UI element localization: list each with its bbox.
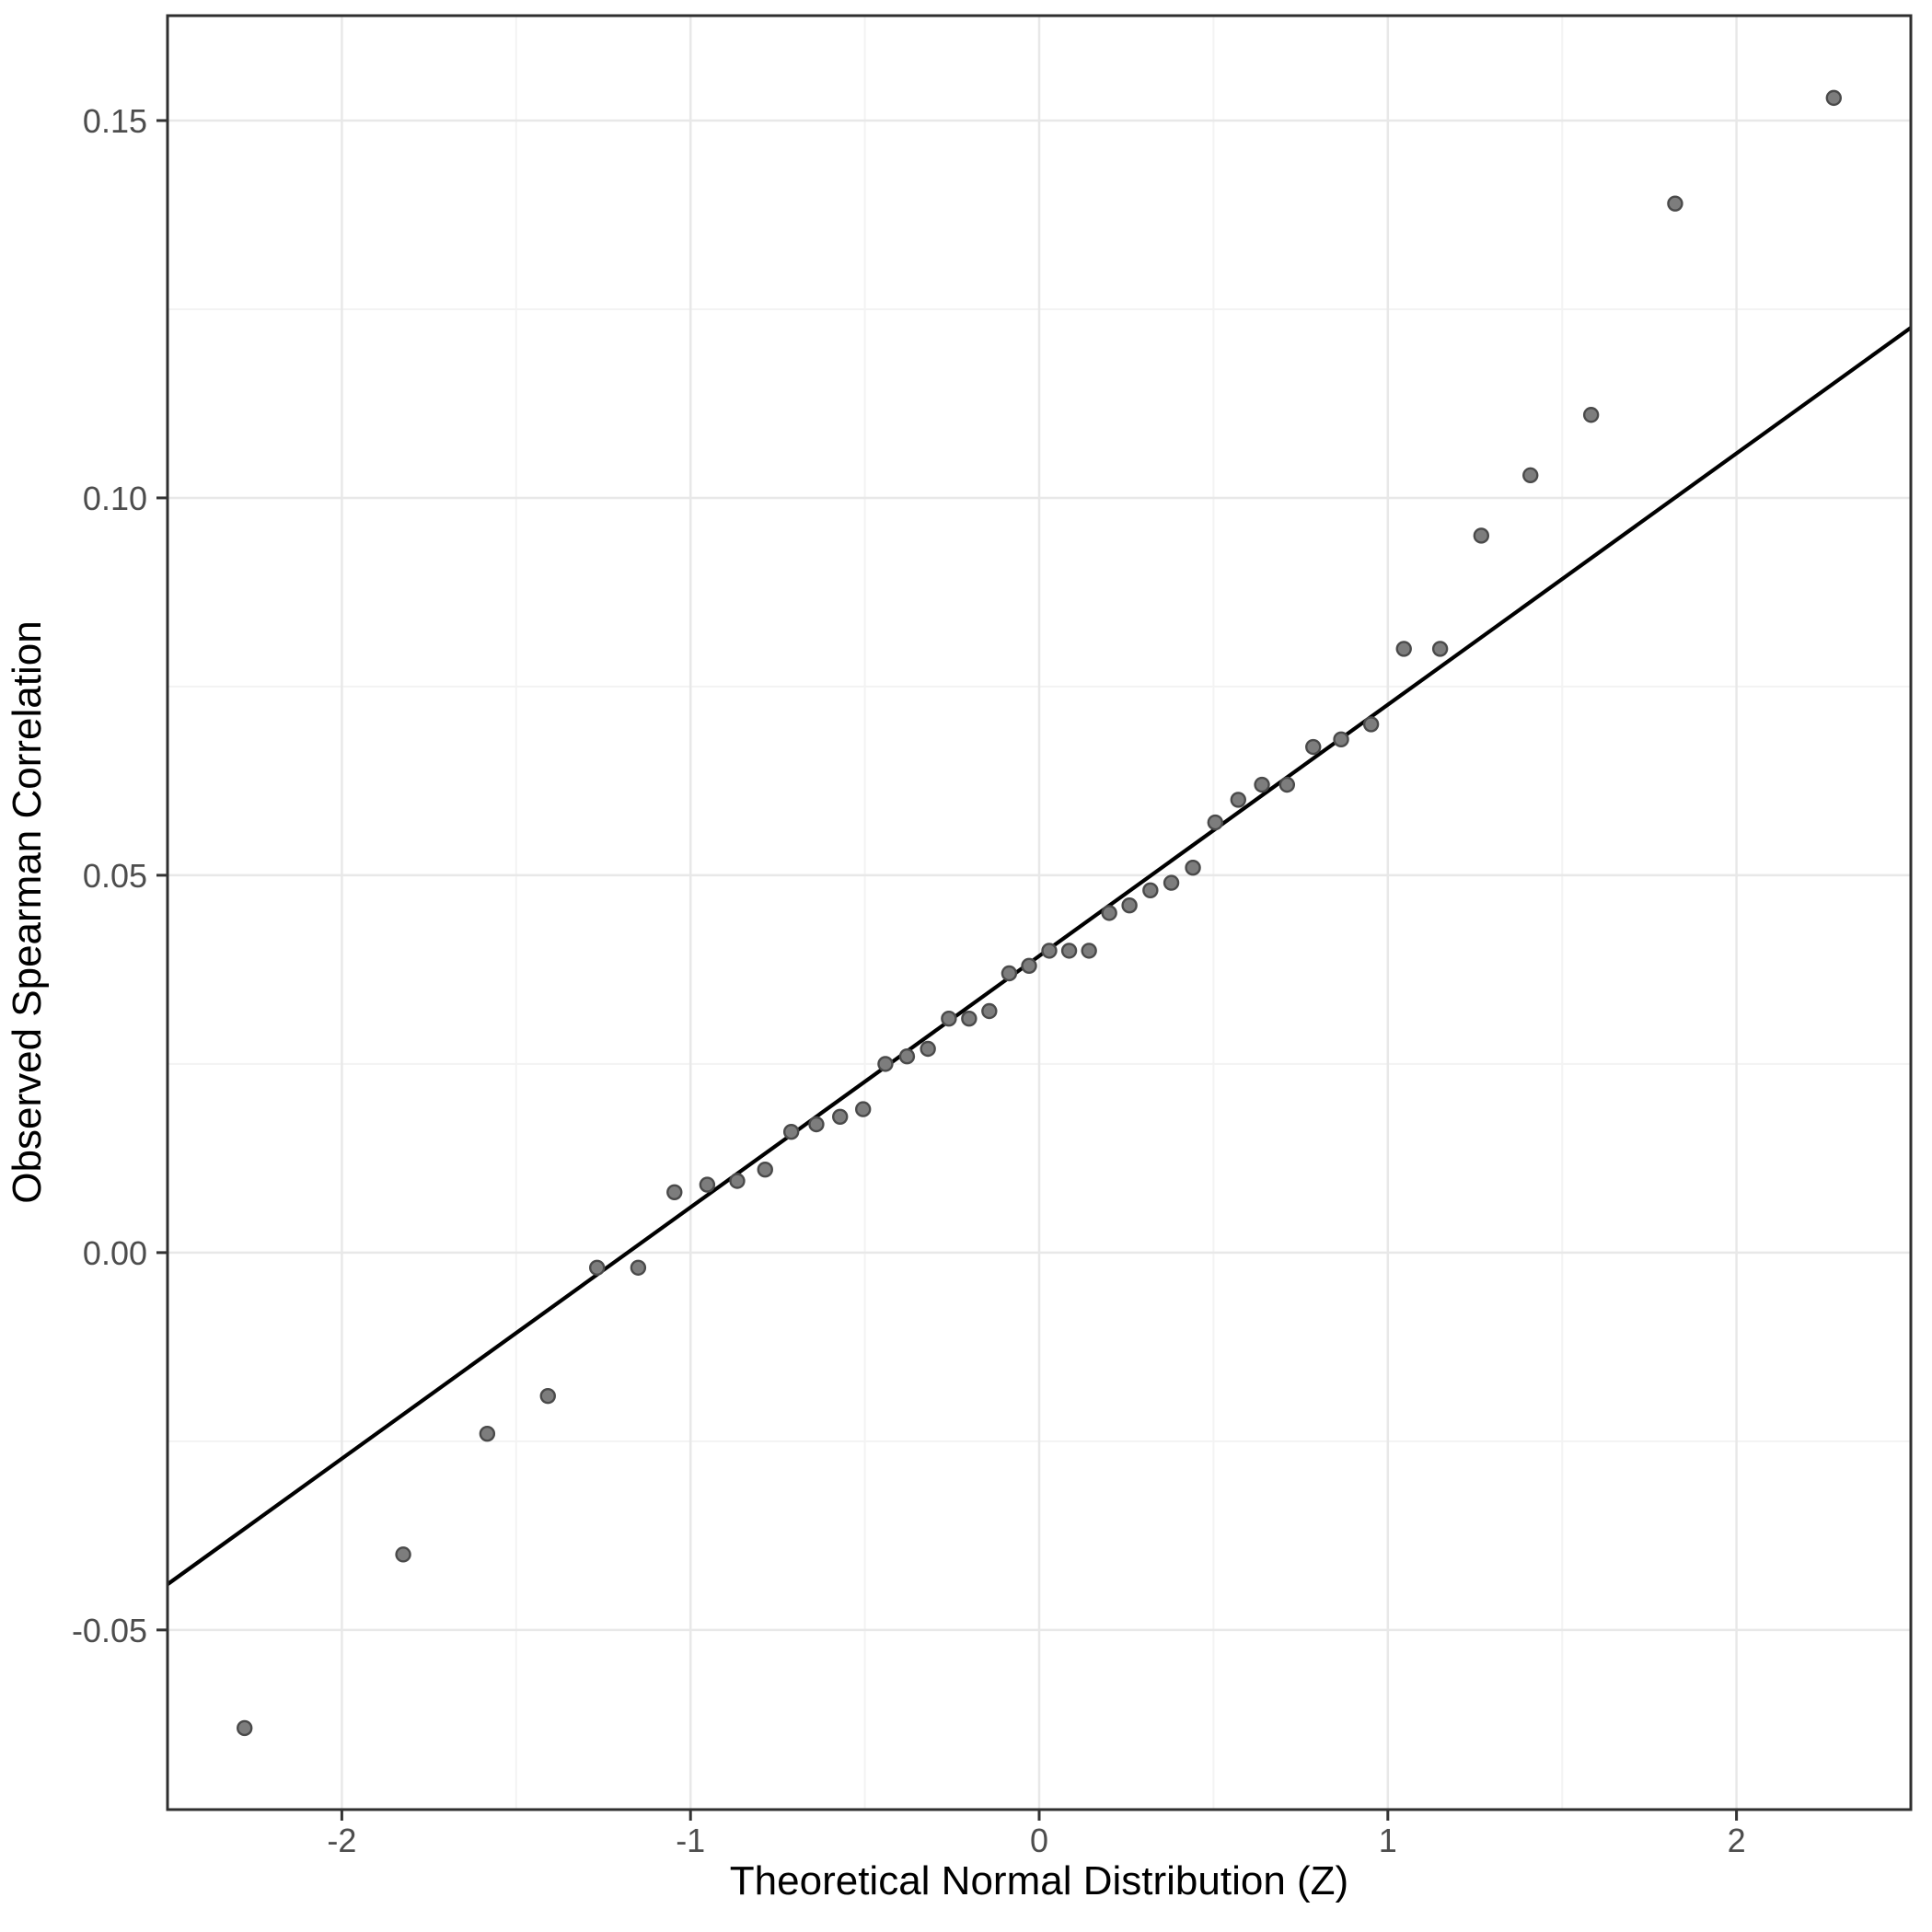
data-point: [1001, 965, 1018, 982]
data-point: [479, 1425, 496, 1442]
data-point: [1431, 641, 1449, 657]
data-point: [1121, 897, 1138, 914]
data-point: [877, 1056, 894, 1072]
qq-reference-line: [166, 326, 1913, 1586]
data-point: [1101, 905, 1117, 921]
data-point: [539, 1387, 556, 1405]
data-point: [1333, 731, 1349, 748]
data-point: [1278, 776, 1296, 793]
data-point: [1667, 195, 1683, 212]
data-point: [1582, 407, 1600, 423]
major-gridlines: [168, 16, 1911, 1810]
data-point: [1825, 89, 1842, 107]
data-point: [630, 1259, 647, 1276]
y-tick-label: -0.05: [72, 1612, 147, 1649]
data-point: [808, 1116, 825, 1133]
data-point: [237, 1719, 253, 1737]
data-point: [757, 1161, 773, 1178]
data-point: [920, 1040, 936, 1058]
data-point: [666, 1184, 683, 1200]
data-point: [855, 1101, 872, 1117]
data-point: [782, 1123, 800, 1140]
data-point: [1207, 814, 1223, 831]
axis-tick-labels: -2 -1 0 1 2 0.15 0.10 0.05 0.00 -0.05: [72, 102, 1746, 1859]
data-point: [1041, 943, 1058, 959]
y-tick-label: 0.00: [83, 1234, 147, 1272]
data-point: [699, 1176, 716, 1193]
data-point: [588, 1259, 606, 1276]
x-tick-label: 0: [1030, 1822, 1048, 1859]
data-point: [1142, 882, 1159, 899]
data-point: [832, 1108, 849, 1125]
reference-line-group: [166, 326, 1913, 1586]
y-axis-title: Observed Spearman Correlation: [5, 620, 50, 1203]
y-tick-label: 0.05: [83, 857, 147, 895]
axis-ticks: [156, 119, 1739, 1821]
data-point: [1522, 467, 1539, 484]
data-point: [729, 1173, 746, 1189]
data-point: [1362, 716, 1380, 733]
data-point: [1254, 776, 1270, 793]
x-axis-title: Theoretical Normal Distribution (Z): [730, 1858, 1348, 1903]
data-point: [1230, 792, 1246, 808]
data-point: [1185, 860, 1201, 876]
x-tick-label: -2: [327, 1822, 356, 1859]
data-point: [1163, 874, 1180, 891]
data-point: [981, 1002, 998, 1020]
scatter-points: [237, 89, 1842, 1737]
data-point: [961, 1011, 978, 1027]
x-tick-label: 2: [1728, 1822, 1746, 1859]
x-tick-label: 1: [1379, 1822, 1397, 1859]
data-point: [1060, 943, 1078, 959]
y-tick-label: 0.15: [83, 102, 147, 140]
data-point: [941, 1011, 957, 1027]
data-point: [395, 1546, 411, 1563]
data-point: [1021, 957, 1037, 975]
data-point: [898, 1047, 916, 1065]
x-tick-label: -1: [676, 1822, 705, 1859]
y-tick-label: 0.10: [83, 480, 147, 517]
data-point: [1473, 527, 1490, 544]
data-point: [1395, 641, 1412, 657]
data-point: [1305, 738, 1322, 756]
data-point: [1081, 943, 1097, 959]
